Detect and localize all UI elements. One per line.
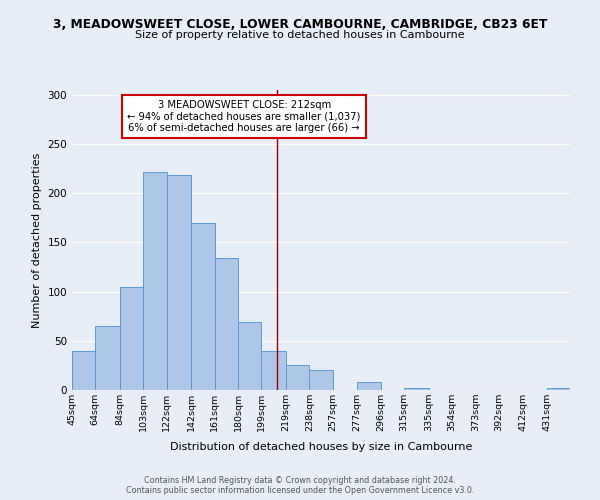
Text: 3 MEADOWSWEET CLOSE: 212sqm
← 94% of detached houses are smaller (1,037)
6% of s: 3 MEADOWSWEET CLOSE: 212sqm ← 94% of det… xyxy=(127,100,361,133)
Bar xyxy=(95,326,120,390)
Text: Size of property relative to detached houses in Cambourne: Size of property relative to detached ho… xyxy=(135,30,465,40)
Bar xyxy=(143,172,167,390)
Bar xyxy=(286,366,310,390)
Text: Contains HM Land Registry data © Crown copyright and database right 2024.
Contai: Contains HM Land Registry data © Crown c… xyxy=(126,476,474,495)
Bar xyxy=(262,350,286,390)
X-axis label: Distribution of detached houses by size in Cambourne: Distribution of detached houses by size … xyxy=(170,442,472,452)
Bar xyxy=(167,174,191,390)
Bar xyxy=(404,388,428,390)
Bar xyxy=(547,388,570,390)
Bar xyxy=(215,258,238,390)
Bar xyxy=(72,350,95,390)
Bar xyxy=(191,223,215,390)
Bar xyxy=(238,322,262,390)
Bar xyxy=(357,382,380,390)
Bar xyxy=(120,286,143,390)
Y-axis label: Number of detached properties: Number of detached properties xyxy=(32,152,42,328)
Bar xyxy=(310,370,332,390)
Text: 3, MEADOWSWEET CLOSE, LOWER CAMBOURNE, CAMBRIDGE, CB23 6ET: 3, MEADOWSWEET CLOSE, LOWER CAMBOURNE, C… xyxy=(53,18,547,30)
